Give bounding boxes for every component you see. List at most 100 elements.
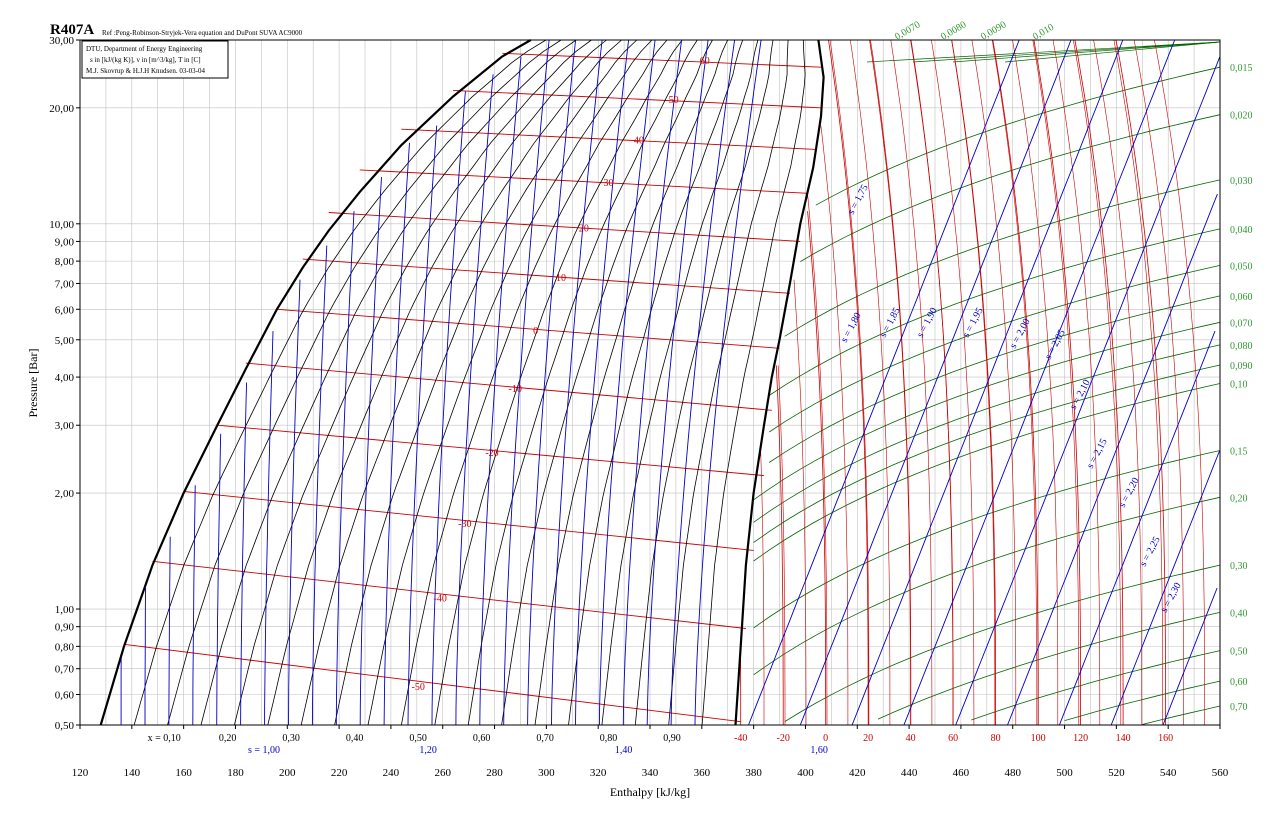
info-line-3: M.J. Skovrup & H.J.H Knudsen. 03-03-04 xyxy=(86,67,206,75)
x-tick-label: 220 xyxy=(331,767,348,779)
entropy-vapor-label: s = 1,90 xyxy=(915,306,940,339)
isotherm-minor-line xyxy=(1052,39,1101,725)
saturated-liquid-line xyxy=(99,39,532,726)
entropy-label: 1,60 xyxy=(810,745,828,756)
y-tick-label: 10,00 xyxy=(49,219,74,231)
isotherm-minor-line xyxy=(820,125,849,725)
isotherm-minor-line xyxy=(870,39,912,725)
volume-label: 0,50 xyxy=(1230,647,1248,658)
isentrope-vapor-line xyxy=(1058,330,1216,726)
x-tick-label: 380 xyxy=(745,767,762,779)
isentrope-line xyxy=(503,39,550,726)
volume-label: 0,10 xyxy=(1230,379,1248,390)
isotherm-minor-line xyxy=(1012,39,1059,725)
x-tick-label: 440 xyxy=(901,767,918,779)
quality-label: 0,50 xyxy=(409,733,427,744)
isentrope-vapor-line xyxy=(799,39,1072,726)
volume-label: 0,080 xyxy=(1230,341,1253,352)
isochore-line xyxy=(877,612,1221,720)
isotherm-vapor-line xyxy=(807,211,827,725)
isotherm-vapor-line xyxy=(1033,39,1081,725)
isotherm-minor-line xyxy=(1032,39,1080,725)
axis-ticks: 120 140 160 180 200 220 240 260 280 300 320 340 360 3… xyxy=(49,35,1229,779)
gridlines xyxy=(80,39,1220,726)
isentrope-line xyxy=(311,245,328,726)
isentrope-vapor-line xyxy=(1007,193,1218,726)
isotherm-minor-line xyxy=(793,279,807,725)
isentrope-vapor-line xyxy=(748,39,1020,726)
isotherm-minor-line xyxy=(890,39,933,725)
isotherm-line xyxy=(302,258,790,294)
quality-line xyxy=(334,39,638,726)
y-tick-label: 5,00 xyxy=(55,335,75,347)
entropy-vapor-label: s = 1,95 xyxy=(961,306,986,339)
y-tick-label: 0,60 xyxy=(55,689,75,701)
quality-label: 0,90 xyxy=(663,733,681,744)
isochore-line xyxy=(971,650,1221,721)
volume-top-label: 0,0070 xyxy=(893,19,922,42)
isochore-line xyxy=(768,265,1221,433)
entropy-vapor-label: s = 2,05 xyxy=(1043,328,1068,361)
isentrope-line xyxy=(551,39,603,726)
isentrope-line xyxy=(527,39,577,726)
isotherm-minor-line xyxy=(991,39,1038,725)
isochore-line xyxy=(784,564,1221,722)
isotherm-minor-line xyxy=(807,194,828,725)
quality-line xyxy=(167,39,562,726)
quality-label: 0,60 xyxy=(473,733,491,744)
x-tick-label: 500 xyxy=(1056,767,1073,779)
isotherm-vapor-line xyxy=(775,365,784,725)
isentrope-vapor-line xyxy=(1162,587,1218,726)
x-tick-label: 160 xyxy=(175,767,192,779)
entropy-vapor-label: s = 2,25 xyxy=(1138,535,1163,568)
isochore-line xyxy=(800,114,1221,262)
isentrope-line xyxy=(431,91,466,726)
x-tick-label: 480 xyxy=(1004,767,1021,779)
isochore-top-line xyxy=(952,41,1221,63)
isotherm-vapor-line xyxy=(828,39,869,725)
temperature-bottom-label: 160 xyxy=(1158,733,1173,744)
x-axis-label: Enthalpy [kJ/kg] xyxy=(610,785,690,799)
quality-line xyxy=(568,39,744,726)
volume-label: 0,30 xyxy=(1230,561,1248,572)
quality-line xyxy=(300,39,622,726)
isotherm-minor-line xyxy=(1073,39,1122,725)
x-tick-label: 540 xyxy=(1160,767,1177,779)
volume-label: 0,70 xyxy=(1230,702,1248,713)
saturation-dome xyxy=(99,39,825,726)
quality-label: 0,70 xyxy=(536,733,554,744)
x-tick-label: 320 xyxy=(590,767,607,779)
x-tick-label: 200 xyxy=(279,767,296,779)
quality-line xyxy=(234,39,592,726)
volume-label: 0,060 xyxy=(1230,292,1253,303)
y-tick-label: 2,00 xyxy=(55,488,75,500)
isochore-line xyxy=(768,295,1221,463)
isentrope-lines xyxy=(120,39,1221,726)
isotherm-label: 40 xyxy=(634,135,644,146)
isochore-line xyxy=(815,66,1221,206)
temperature-bottom-label: 60 xyxy=(948,733,958,744)
isotherm-lines xyxy=(123,39,1205,726)
y-tick-label: 7,00 xyxy=(55,278,75,290)
isentrope-line xyxy=(575,39,630,726)
isentrope-vapor-line xyxy=(1110,450,1220,726)
isotherm-label: -30 xyxy=(458,519,471,530)
isentrope-line xyxy=(694,39,762,726)
y-tick-label: 0,50 xyxy=(55,720,75,732)
temperature-bottom-label: 120 xyxy=(1073,733,1088,744)
isochore-line xyxy=(753,383,1221,562)
x-tick-label: 280 xyxy=(486,767,503,779)
quality-label: 0,20 xyxy=(219,733,237,744)
isotherm-minor-line xyxy=(931,39,975,725)
isentrope-line xyxy=(598,39,656,726)
isotherm-line xyxy=(502,52,822,68)
isotherm-vapor-line xyxy=(992,39,1039,725)
isotherm-line xyxy=(359,169,809,194)
chart-subtitle: Ref :Peng-Robinson-Stryjek-Vera equation… xyxy=(102,29,303,37)
y-tick-label: 20,00 xyxy=(49,103,74,115)
volume-top-label: 0,0080 xyxy=(939,19,968,42)
isotherm-line xyxy=(276,308,780,349)
quality-line xyxy=(634,39,774,726)
quality-line xyxy=(367,39,653,726)
